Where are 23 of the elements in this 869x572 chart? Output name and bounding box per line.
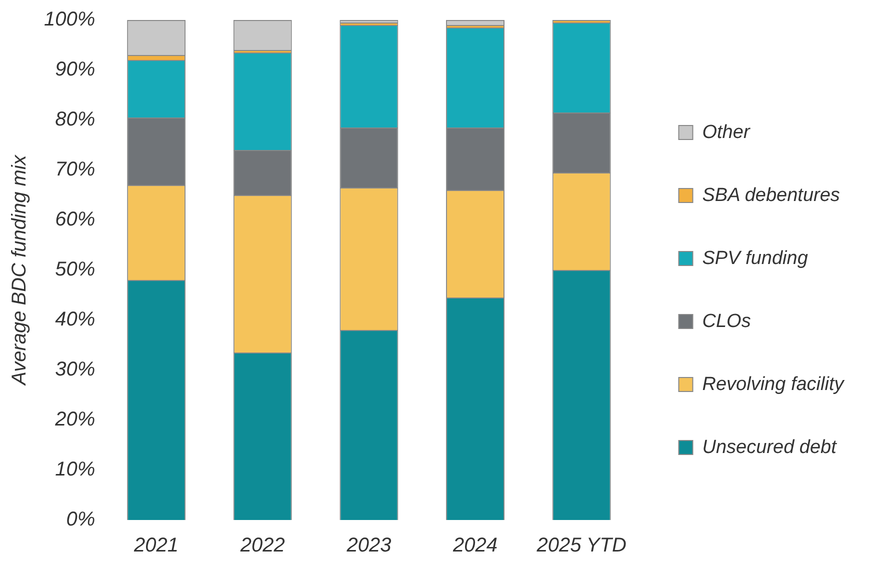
legend-label: Other — [702, 122, 750, 143]
legend-label: CLOs — [702, 310, 752, 332]
y-tick-label: 60% — [55, 208, 96, 231]
y-tick-label: 40% — [55, 308, 96, 331]
x-tick-label: 2025 YTD — [536, 534, 626, 557]
y-tick-label: 0% — [66, 508, 96, 531]
y-axis-title: Average BDC funding mix — [8, 154, 31, 386]
y-tick-label: 80% — [55, 108, 96, 131]
y-tick-label: 90% — [55, 58, 96, 81]
legend-label: SPV funding — [702, 248, 808, 269]
y-tick-label: 20% — [54, 408, 96, 431]
y-tick-label: 50% — [55, 258, 96, 281]
x-tick-label: 2024 — [452, 534, 498, 557]
y-tick-label: 30% — [55, 358, 96, 381]
legend-label: Unsecured debt — [702, 436, 838, 458]
y-tick-label: 70% — [55, 158, 96, 181]
y-tick-label: 10% — [55, 458, 96, 481]
legend-label: SBA debentures — [702, 184, 840, 206]
y-tick-label: 100% — [44, 8, 96, 31]
x-tick-label: 2023 — [346, 534, 392, 557]
x-tick-label: 2022 — [239, 534, 285, 557]
legend-label: Revolving facility — [702, 374, 846, 395]
x-tick-label: 2021 — [133, 534, 179, 557]
